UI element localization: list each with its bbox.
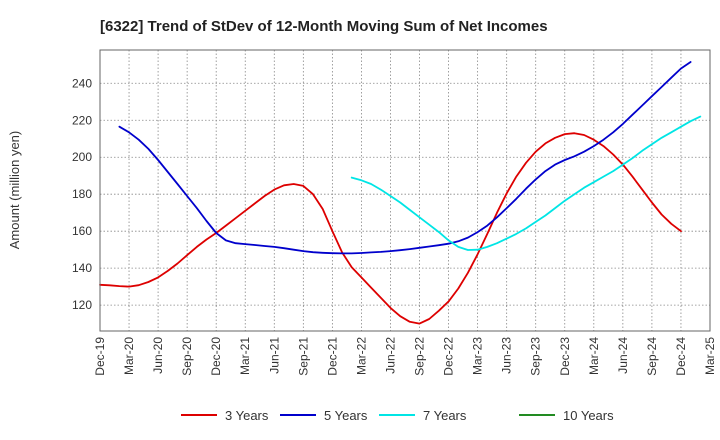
series-line-5-years (118, 61, 692, 255)
x-tick-label: Jun-21 (267, 337, 281, 374)
x-tick-label: Jun-24 (616, 337, 630, 374)
chart-title: [6322] Trend of StDev of 12-Month Moving… (100, 18, 548, 35)
x-tick-label: Dec-20 (209, 337, 223, 376)
x-tick-label: Sep-24 (645, 337, 659, 376)
x-tick-label: Sep-22 (413, 337, 427, 376)
y-tick-label: 120 (72, 298, 92, 312)
y-tick-label: 180 (72, 187, 92, 201)
x-tick-label: Dec-19 (93, 337, 107, 376)
legend: 3 Years 5 Years 7 Years 10 Years (181, 408, 614, 423)
series-line-7-years (350, 115, 702, 251)
y-tick-label: 160 (72, 224, 92, 238)
plot-frame (99, 49, 711, 332)
legend-label: 10 Years (563, 408, 614, 423)
x-tick-label: Mar-25 (703, 337, 717, 375)
x-tick-label: Dec-23 (558, 337, 572, 376)
y-tick-label: 240 (72, 76, 92, 90)
legend-label: 7 Years (423, 408, 467, 423)
x-tick-label: Jun-22 (383, 337, 397, 374)
x-tick-label: Mar-21 (238, 337, 252, 375)
x-tick-labels: Dec-19 Mar-20 Jun-20 Sep-20 Dec-20 Mar-21 Jun-… (93, 337, 717, 376)
y-tick-label: 220 (72, 113, 92, 127)
x-tick-label: Dec-21 (325, 337, 339, 376)
x-tick-label: Mar-24 (587, 337, 601, 375)
x-tick-label: Sep-20 (180, 337, 194, 376)
x-tick-label: Dec-24 (674, 337, 688, 376)
series-line-3-years (99, 132, 682, 325)
x-tick-label: Mar-22 (354, 337, 368, 375)
x-tick-label: Dec-22 (442, 337, 456, 376)
grid-lines (100, 50, 710, 331)
legend-label: 3 Years (225, 408, 269, 423)
x-tick-label: Jun-23 (500, 337, 514, 374)
y-tick-label: 200 (72, 150, 92, 164)
series-lines (99, 61, 702, 325)
y-axis-label: Amount (million yen) (7, 131, 22, 250)
legend-label: 5 Years (324, 408, 368, 423)
x-tick-label: Mar-23 (471, 337, 485, 375)
x-tick-label: Jun-20 (151, 337, 165, 374)
x-tick-label: Sep-21 (296, 337, 310, 376)
x-tick-label: Sep-23 (529, 337, 543, 376)
x-tick-label: Mar-20 (122, 337, 136, 375)
y-tick-labels: 120 140 160 180 200 220 240 (72, 76, 92, 312)
y-tick-label: 140 (72, 261, 92, 275)
